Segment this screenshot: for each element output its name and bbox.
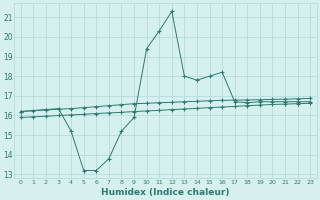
X-axis label: Humidex (Indice chaleur): Humidex (Indice chaleur) <box>101 188 230 197</box>
